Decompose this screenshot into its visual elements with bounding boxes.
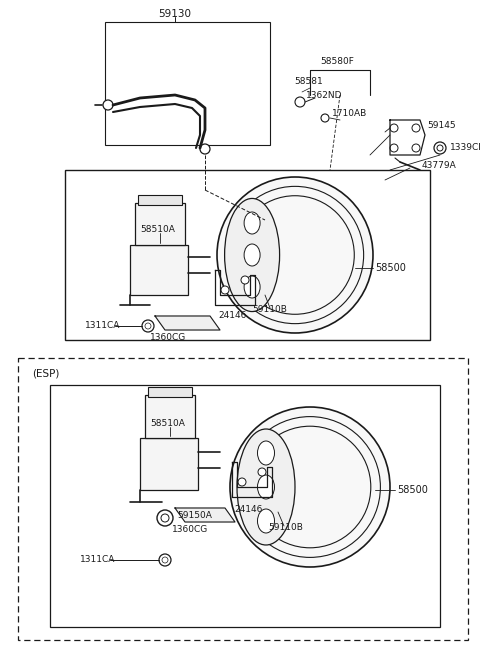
Bar: [50, 385, 440, 627]
Text: 58581: 58581: [294, 77, 323, 87]
Ellipse shape: [244, 244, 260, 266]
Text: 1360CG: 1360CG: [150, 333, 186, 342]
Ellipse shape: [244, 212, 260, 234]
Circle shape: [241, 276, 249, 284]
Circle shape: [221, 286, 229, 294]
Circle shape: [412, 124, 420, 132]
Text: 1339CD: 1339CD: [450, 144, 480, 152]
Text: 58500: 58500: [397, 485, 428, 495]
Bar: [105, 22, 270, 145]
Text: 58510A: 58510A: [150, 419, 185, 428]
Polygon shape: [155, 316, 220, 330]
Text: 59110B: 59110B: [252, 306, 287, 314]
Text: 59110B: 59110B: [268, 523, 303, 533]
Circle shape: [230, 407, 390, 567]
Circle shape: [200, 144, 210, 154]
Text: 59145: 59145: [427, 121, 456, 129]
Circle shape: [434, 142, 446, 154]
Ellipse shape: [225, 199, 279, 312]
Circle shape: [412, 144, 420, 152]
Bar: [135, 203, 185, 245]
Text: 58500: 58500: [375, 263, 406, 273]
Text: 58580F: 58580F: [320, 58, 354, 66]
Circle shape: [390, 144, 398, 152]
Circle shape: [157, 510, 173, 526]
Text: 1311CA: 1311CA: [80, 556, 115, 565]
Circle shape: [103, 100, 113, 110]
Circle shape: [142, 320, 154, 332]
Ellipse shape: [257, 509, 275, 533]
Text: 58510A: 58510A: [140, 226, 175, 234]
Ellipse shape: [257, 441, 275, 465]
Circle shape: [145, 323, 151, 329]
Text: 59130: 59130: [158, 9, 192, 19]
Bar: [145, 395, 195, 438]
Bar: [65, 170, 430, 340]
Ellipse shape: [237, 429, 295, 545]
Circle shape: [238, 478, 246, 486]
Circle shape: [321, 114, 329, 122]
Circle shape: [162, 557, 168, 563]
Text: 1360CG: 1360CG: [172, 525, 208, 535]
Circle shape: [295, 97, 305, 107]
Ellipse shape: [257, 475, 275, 499]
Text: (ESP): (ESP): [32, 368, 60, 378]
Text: 1362ND: 1362ND: [306, 91, 343, 100]
Ellipse shape: [244, 276, 260, 298]
Bar: [148, 387, 192, 397]
Circle shape: [217, 177, 373, 333]
Circle shape: [161, 514, 169, 522]
Polygon shape: [175, 508, 235, 522]
Text: 43779A: 43779A: [422, 161, 457, 169]
Text: 24146: 24146: [218, 310, 246, 319]
Circle shape: [159, 554, 171, 566]
Bar: [130, 245, 188, 295]
Bar: [140, 438, 198, 490]
Text: 1311CA: 1311CA: [85, 321, 120, 331]
Circle shape: [437, 145, 443, 151]
Text: 59150A: 59150A: [177, 510, 212, 520]
Bar: [18, 358, 468, 640]
Text: 24146: 24146: [234, 506, 263, 514]
Bar: [138, 195, 182, 205]
Circle shape: [258, 468, 266, 476]
Circle shape: [390, 124, 398, 132]
Text: 1710AB: 1710AB: [332, 108, 367, 117]
